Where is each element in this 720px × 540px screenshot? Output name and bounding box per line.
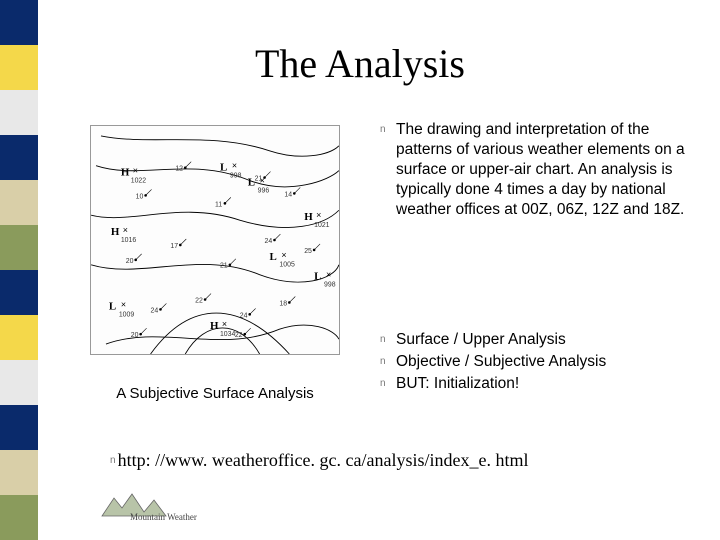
svg-text:H: H — [111, 226, 120, 238]
svg-text:998: 998 — [324, 282, 336, 289]
bullet-list-main: n The drawing and interpretation of the … — [380, 120, 690, 226]
bullet-text: Surface / Upper Analysis — [396, 330, 566, 350]
svg-text:L: L — [314, 271, 321, 283]
svg-text:12: 12 — [175, 166, 183, 173]
sidebar-stripe — [0, 90, 38, 135]
svg-text:H: H — [304, 211, 313, 223]
svg-text:×: × — [232, 161, 237, 171]
sidebar-stripe — [0, 180, 38, 225]
svg-text:1005: 1005 — [279, 262, 295, 269]
svg-text:10: 10 — [136, 193, 144, 200]
sidebar-stripe — [0, 315, 38, 360]
sidebar-stripe — [0, 360, 38, 405]
list-item: n Surface / Upper Analysis — [380, 330, 690, 350]
footer-logo: Mountain Weather — [100, 490, 210, 522]
list-item: n BUT: Initialization! — [380, 374, 690, 394]
list-item: n Objective / Subjective Analysis — [380, 352, 690, 372]
weather-map-figure: 10121121142017212425242224182022H×1022H×… — [90, 125, 340, 355]
svg-text:×: × — [123, 225, 128, 235]
figure-caption: A Subjective Surface Analysis — [90, 385, 340, 402]
svg-text:×: × — [222, 319, 227, 329]
bullet-marker: n — [380, 330, 396, 350]
svg-text:24: 24 — [151, 307, 159, 314]
sidebar-stripe — [0, 225, 38, 270]
svg-text:×: × — [121, 299, 126, 309]
svg-text:18: 18 — [279, 300, 287, 307]
svg-text:×: × — [133, 166, 138, 176]
bullet-text: Objective / Subjective Analysis — [396, 352, 606, 372]
bullet-list-lower: n Surface / Upper Analysis n Objective /… — [380, 330, 690, 396]
svg-text:1034: 1034 — [220, 331, 236, 338]
bullet-marker: n — [380, 374, 396, 394]
svg-text:H: H — [210, 320, 219, 332]
reference-link-text: http: //www. weatheroffice. gc. ca/analy… — [118, 450, 529, 471]
svg-text:11: 11 — [215, 201, 222, 208]
sidebar-stripe — [0, 0, 38, 45]
svg-text:25: 25 — [304, 248, 312, 255]
bullet-text: BUT: Initialization! — [396, 374, 519, 394]
svg-text:×: × — [316, 210, 321, 220]
sidebar-stripe — [0, 135, 38, 180]
svg-text:L: L — [220, 162, 227, 174]
bullet-text: The drawing and interpretation of the pa… — [396, 120, 690, 220]
svg-text:H: H — [121, 167, 130, 179]
svg-text:14: 14 — [284, 191, 292, 198]
reference-link-row: n http: //www. weatheroffice. gc. ca/ana… — [110, 450, 690, 472]
svg-text:20: 20 — [131, 332, 139, 339]
bullet-marker: n — [380, 352, 396, 372]
logo-text: Mountain Weather — [130, 512, 197, 522]
sidebar-stripe — [0, 495, 38, 540]
svg-text:998: 998 — [230, 173, 242, 180]
sidebar-stripe — [0, 405, 38, 450]
svg-text:L: L — [109, 300, 116, 312]
svg-text:L: L — [248, 176, 255, 188]
sidebar-stripe — [0, 450, 38, 495]
svg-text:24: 24 — [240, 312, 248, 319]
svg-text:22: 22 — [195, 297, 203, 304]
svg-text:L: L — [270, 251, 277, 263]
svg-text:17: 17 — [170, 243, 178, 250]
svg-text:20: 20 — [126, 258, 134, 265]
svg-text:996: 996 — [258, 187, 270, 194]
svg-text:1021: 1021 — [314, 222, 330, 229]
svg-text:×: × — [326, 270, 331, 280]
svg-text:22: 22 — [235, 332, 243, 339]
sidebar-stripe — [0, 270, 38, 315]
svg-text:×: × — [281, 250, 286, 260]
svg-text:1016: 1016 — [121, 237, 137, 244]
bullet-marker: n — [380, 120, 396, 140]
list-item: n The drawing and interpretation of the … — [380, 120, 690, 220]
svg-text:1022: 1022 — [131, 178, 147, 185]
svg-text:24: 24 — [265, 238, 273, 245]
svg-text:21: 21 — [220, 263, 228, 270]
svg-text:×: × — [260, 175, 265, 185]
bullet-marker: n — [110, 450, 116, 472]
svg-text:1009: 1009 — [119, 311, 135, 318]
page-title: The Analysis — [0, 40, 720, 87]
